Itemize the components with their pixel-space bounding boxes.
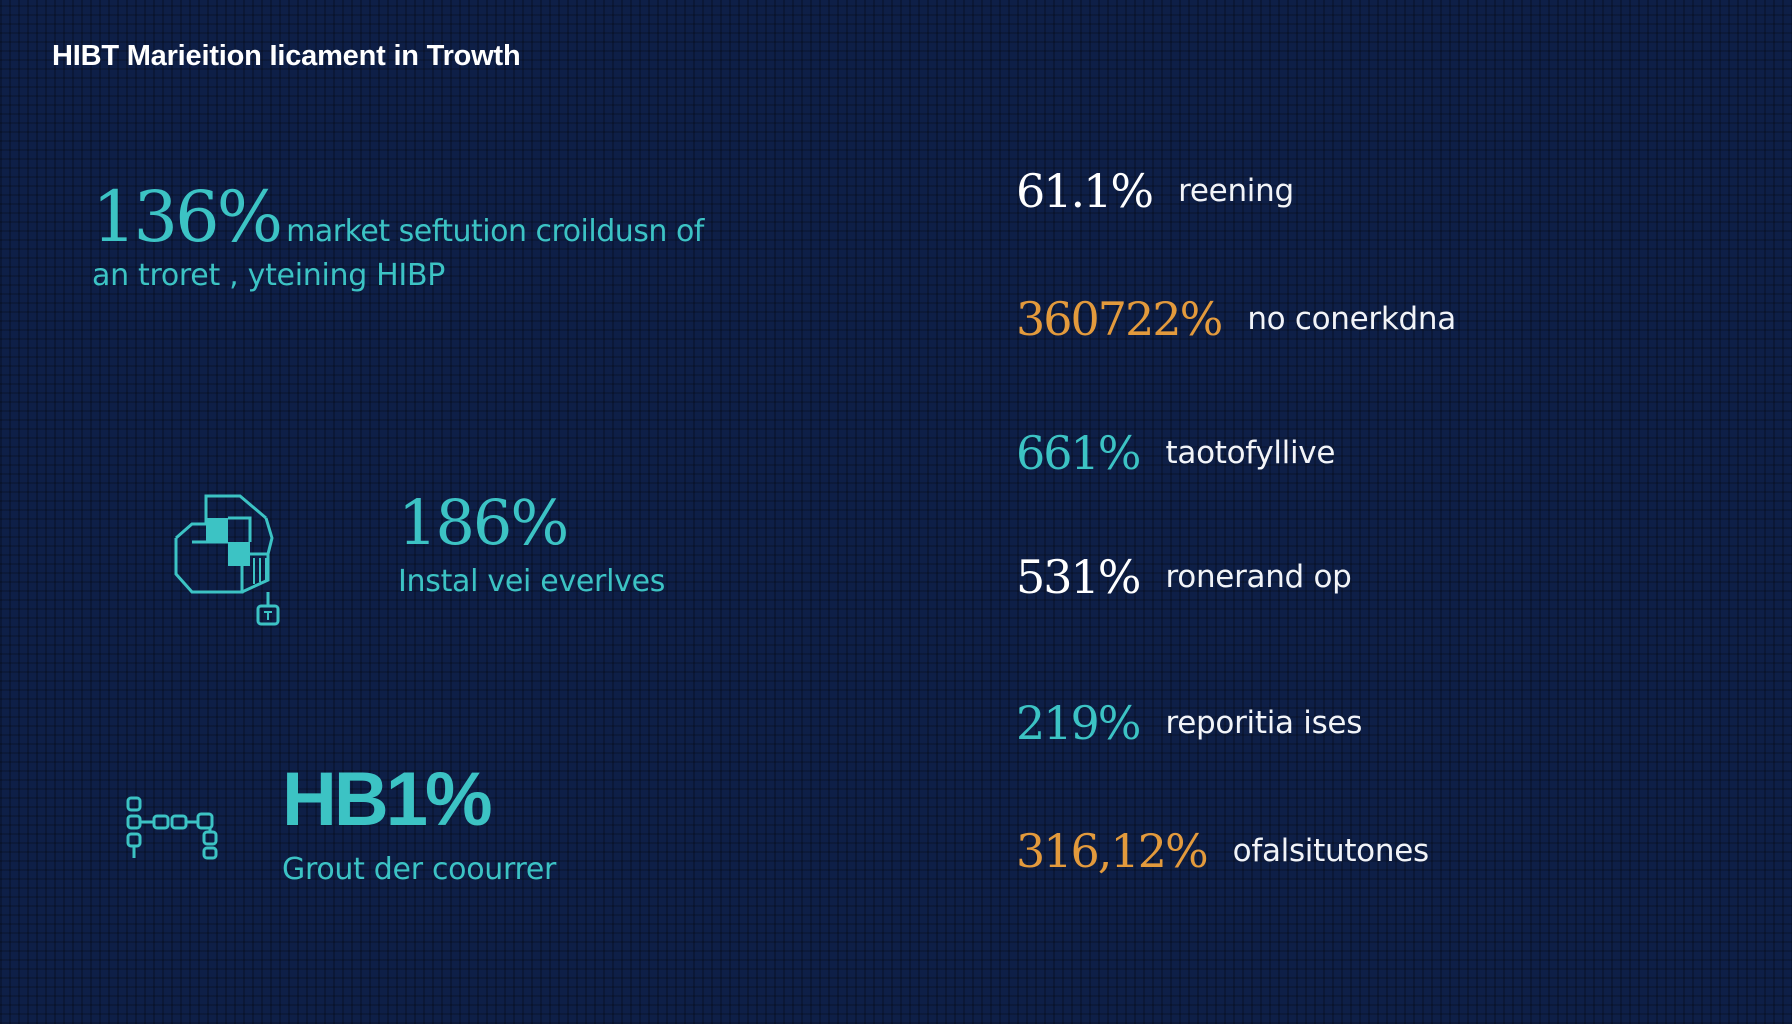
right-stat-row: 661% taotofyllive — [1016, 430, 1335, 476]
right-stat-value: 316,12% — [1016, 824, 1209, 878]
stat-install-value: 186% — [398, 486, 569, 559]
right-stat-value: 360722% — [1016, 292, 1223, 346]
right-stat-row: 61.1% reening — [1016, 168, 1294, 214]
stat-growth-desc: Grout der coourrer — [282, 852, 557, 887]
chain-link-icon — [124, 792, 230, 862]
right-stat-row: 531% ronerand op — [1016, 554, 1352, 600]
right-stat-value: 219% — [1016, 696, 1142, 750]
right-stat-label: reening — [1178, 173, 1294, 209]
flowchart-icon — [172, 488, 296, 630]
page-title: HIBT Marieition Iicament in Trowth — [52, 40, 521, 72]
stat-growth: HB1% Grout der coourrer — [282, 757, 557, 888]
right-stat-row: 360722% no conerkdna — [1016, 296, 1456, 342]
right-stat-value: 531% — [1016, 550, 1142, 604]
right-stat-label: no conerkdna — [1247, 301, 1456, 337]
right-stat-label: reporitia ises — [1165, 705, 1363, 741]
right-stat-label: ofalsitutones — [1232, 833, 1429, 869]
stat-install: 186% Instal vei everlves — [398, 486, 666, 600]
right-stat-label: taotofyllive — [1165, 435, 1336, 471]
stat-market-value: 136% — [92, 176, 283, 258]
right-stat-row: 316,12% ofalsitutones — [1016, 828, 1429, 874]
right-stat-value: 661% — [1016, 426, 1142, 480]
stat-market-desc-line2: an troret , yteining HIBP — [92, 258, 446, 293]
right-stat-value: 61.1% — [1016, 164, 1154, 218]
stat-market-desc-line1: market seftution croildusn of — [286, 214, 704, 249]
stat-market: 136% market seftution croildusn of an tro… — [92, 182, 704, 293]
right-stat-row: 219% reporitia ises — [1016, 700, 1362, 746]
stat-growth-value: HB1% — [282, 757, 493, 842]
right-stat-label: ronerand op — [1165, 559, 1352, 595]
stat-install-desc: Instal vei everlves — [398, 564, 666, 599]
